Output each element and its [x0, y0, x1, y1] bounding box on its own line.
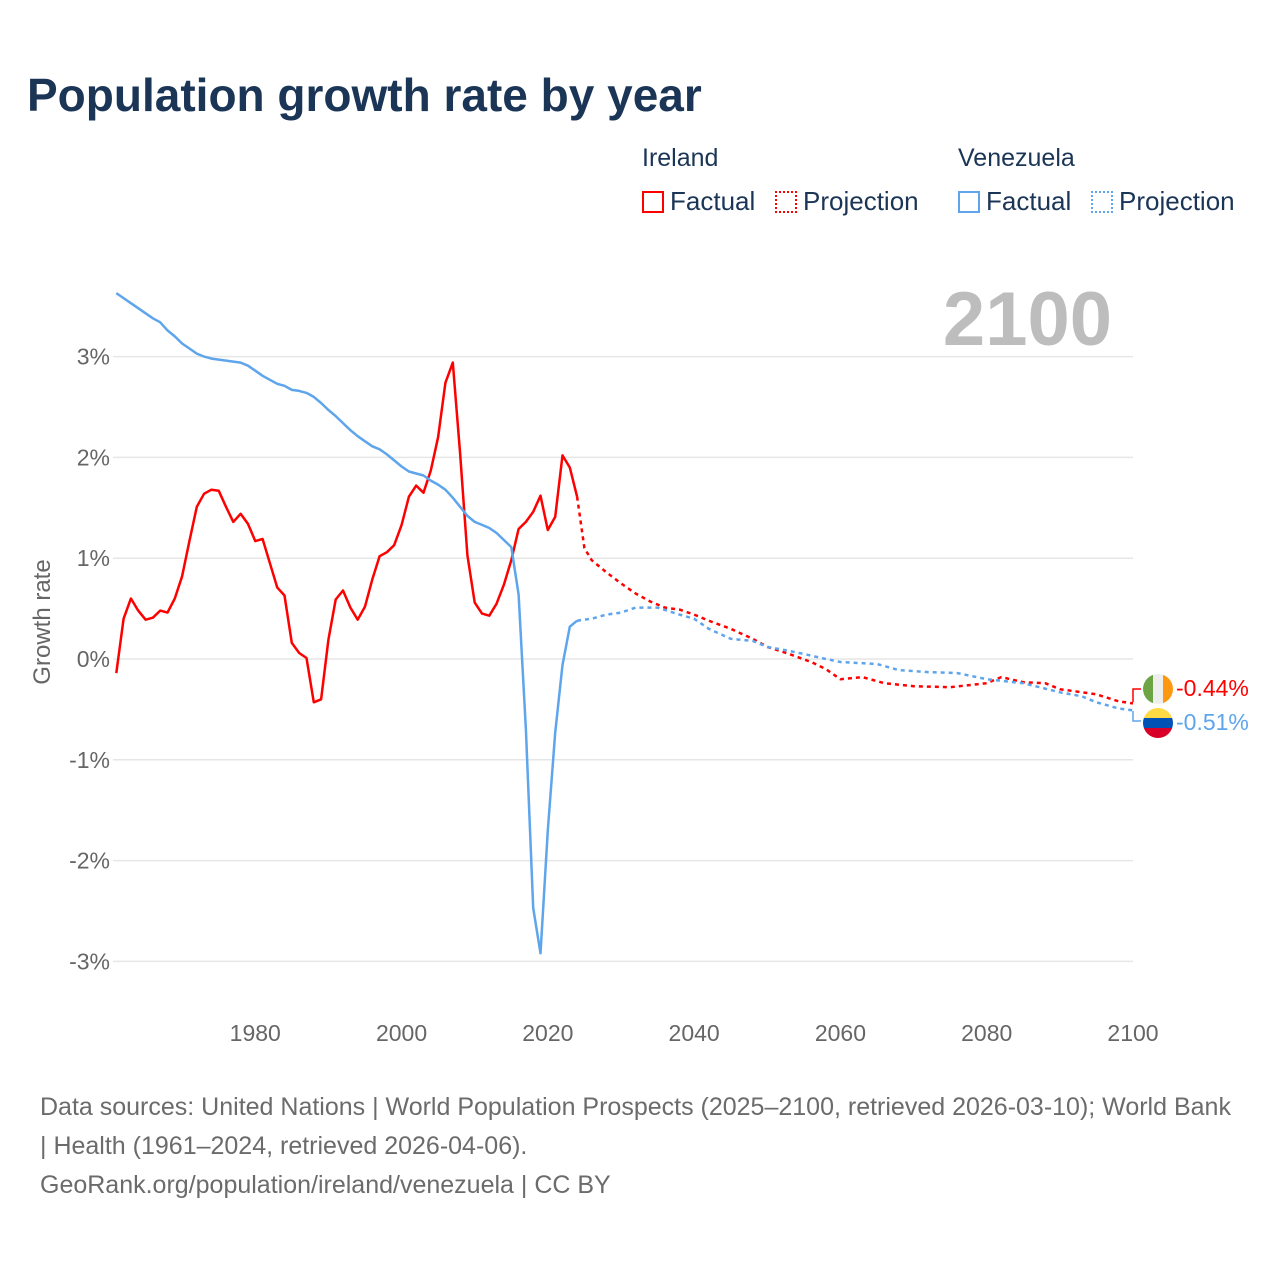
- x-tick-label: 2000: [376, 1020, 427, 1046]
- x-tick-label: 2040: [669, 1020, 720, 1046]
- legend-venezuela-projection[interactable]: Projection: [1091, 186, 1235, 217]
- y-tick-label: -2%: [69, 848, 110, 874]
- venezuela-flag-icon: [1143, 708, 1173, 738]
- y-tick-label: -3%: [69, 948, 110, 974]
- source-link[interactable]: GeoRank.org/population/ireland/venezuela…: [40, 1171, 611, 1199]
- ireland-end-connector: [1132, 688, 1141, 702]
- x-tick-label: 2100: [1107, 1020, 1158, 1046]
- legend-label: Projection: [803, 186, 919, 216]
- current-year-label: 2100: [942, 277, 1112, 362]
- y-tick-label: 0%: [77, 646, 110, 672]
- legend-label: Projection: [1119, 186, 1235, 216]
- ireland-end-value: -0.44%: [1176, 675, 1249, 701]
- legend-group-ireland: Ireland: [642, 144, 719, 172]
- legend-swatch-solid: [958, 190, 980, 213]
- x-tick-label: 2020: [522, 1020, 573, 1046]
- legend-swatch-dotted: [1091, 190, 1113, 213]
- legend-swatch-solid: [642, 190, 664, 213]
- y-tick-label: 2%: [77, 444, 110, 470]
- source-text: Data sources: United Nations | World Pop…: [40, 1093, 1231, 1160]
- legend-venezuela-factual[interactable]: Factual: [958, 186, 1071, 217]
- venezuela-end-value: -0.51%: [1176, 709, 1249, 735]
- legend-label: Factual: [986, 186, 1072, 216]
- y-tick-label: 1%: [77, 545, 110, 571]
- y-axis-label: Growth rate: [29, 559, 56, 684]
- x-tick-label: 2080: [961, 1020, 1012, 1046]
- legend-ireland-factual[interactable]: Factual: [642, 186, 755, 217]
- legend-swatch-dotted: [775, 190, 797, 213]
- source-note: Data sources: United Nations | World Pop…: [40, 1088, 1240, 1205]
- legend-ireland-projection[interactable]: Projection: [775, 186, 919, 217]
- legend-label: Factual: [670, 186, 756, 216]
- venezuela-projection-line: [576, 606, 1134, 712]
- venezuela-end-connector: [1132, 711, 1141, 722]
- y-tick-label: 3%: [77, 344, 110, 370]
- ireland-factual-line: [115, 361, 579, 704]
- ireland-flag-icon: [1143, 674, 1173, 704]
- legend-group-venezuela: Venezuela: [958, 144, 1075, 172]
- y-tick-label: -1%: [69, 747, 110, 773]
- page-title: Population growth rate by year: [27, 69, 702, 121]
- x-tick-label: 1980: [230, 1020, 281, 1046]
- venezuela-factual-line: [115, 292, 578, 955]
- ireland-projection-line: [575, 496, 1134, 705]
- x-tick-label: 2060: [815, 1020, 866, 1046]
